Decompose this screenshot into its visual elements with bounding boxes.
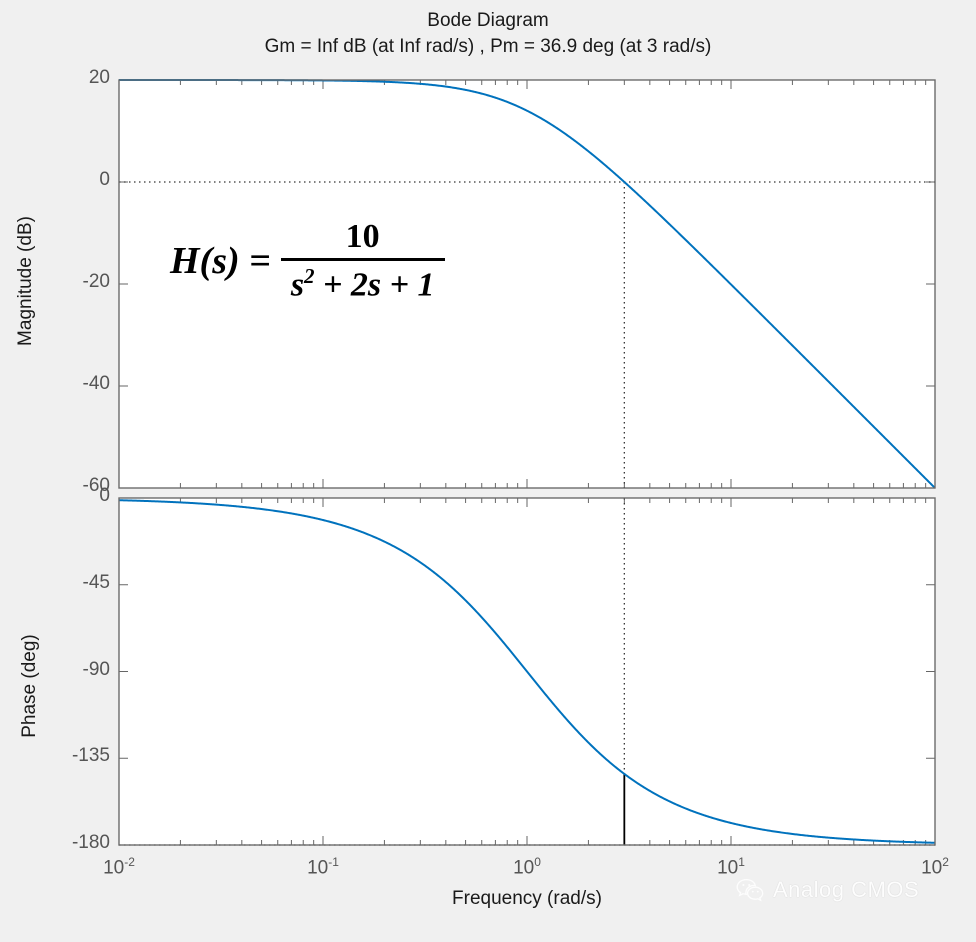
tick-label: 0 (99, 169, 110, 190)
equation-denominator: s2 + 2s + 1 (281, 261, 445, 304)
tick-label: -135 (71, 745, 110, 767)
equation-denominator-rest: + 2s + 1 (314, 266, 435, 304)
equation-denominator-base: s (290, 266, 305, 304)
tick-label: 101 (691, 855, 771, 879)
tick-exponent: 2 (942, 855, 949, 869)
tick-exponent: 0 (534, 855, 541, 869)
equation-numerator: 10 (345, 218, 380, 255)
transfer-function-equation: H(s) = 10 s2 + 2s + 1 (170, 218, 445, 304)
equation-lhs: H(s) = (170, 240, 271, 283)
magnitude-plot-area (119, 80, 935, 488)
tick-label: 10-2 (79, 855, 159, 879)
tick-exponent: -1 (328, 855, 339, 869)
figure-subtitle: Gm = Inf dB (at Inf rad/s) , Pm = 36.9 d… (264, 36, 712, 57)
phase-curve (118, 499, 936, 844)
page-title: Bode Diagram (427, 10, 549, 31)
tick-label: 102 (895, 855, 975, 879)
tick-label: -180 (71, 832, 110, 853)
tick-label: 0 (99, 485, 110, 506)
phase-axes-box (118, 497, 936, 846)
tick-label: 20 (88, 67, 110, 88)
watermark: Analog CMOS (736, 877, 919, 903)
tick-label: 100 (487, 855, 567, 879)
title-block: Bode Diagram Gm = Inf dB (at Inf rad/s) … (0, 8, 976, 60)
equation-denominator-exponent: 2 (304, 264, 315, 288)
tick-base: 10 (307, 857, 329, 879)
tick-label: -90 (82, 658, 110, 680)
tick-label: -40 (82, 373, 110, 394)
watermark-text: Analog CMOS (773, 877, 920, 902)
tick-base: 10 (103, 857, 125, 879)
tick-label: -45 (82, 571, 110, 593)
equation-fraction-bar (280, 258, 445, 261)
frequency-axis-label: Frequency (rad/s) (452, 888, 602, 909)
equation-fraction: 10 s2 + 2s + 1 (280, 218, 445, 304)
tick-label: -20 (82, 271, 110, 292)
tick-label: 10-1 (283, 855, 363, 879)
wechat-icon (736, 878, 766, 902)
tick-base: 10 (717, 857, 739, 879)
tick-exponent: 1 (738, 855, 745, 869)
tick-base: 10 (921, 857, 943, 879)
tick-exponent: -2 (124, 855, 135, 869)
tick-base: 10 (513, 857, 535, 879)
tick-label: -60 (82, 475, 110, 496)
magnitude-axes-box (118, 79, 936, 489)
